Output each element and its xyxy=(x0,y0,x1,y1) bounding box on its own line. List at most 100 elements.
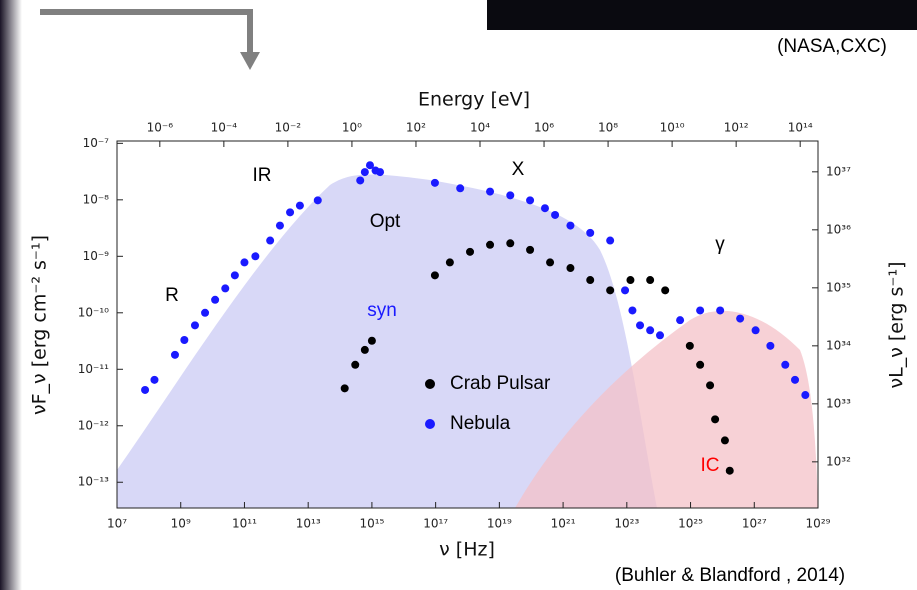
top-tick-label: 10⁻² xyxy=(275,121,302,135)
background-edge xyxy=(0,0,22,590)
data-point xyxy=(486,187,495,196)
right-tick-label: 10³³ xyxy=(826,396,851,410)
data-point xyxy=(696,360,705,369)
top-tick-label: 10⁰ xyxy=(342,121,362,135)
data-point xyxy=(656,331,665,340)
top-tick-label: 10⁻⁴ xyxy=(211,121,238,135)
x-tick-label: 10¹¹ xyxy=(232,517,257,531)
y-tick-label: 10⁻⁸ xyxy=(83,192,110,206)
data-point xyxy=(526,245,535,254)
data-point xyxy=(606,236,615,245)
data-point xyxy=(356,176,365,185)
right-tick-label: 10³² xyxy=(826,454,851,468)
data-point xyxy=(251,252,260,261)
top-tick-label: 10¹⁴ xyxy=(788,121,813,135)
annotation: γ xyxy=(715,234,725,255)
top-tick-label: 10¹² xyxy=(724,121,749,135)
data-point xyxy=(720,436,729,445)
data-point xyxy=(240,258,249,267)
top-tick-label: 10⁻⁶ xyxy=(147,121,174,135)
x-tick-label: 10¹⁵ xyxy=(359,517,384,531)
data-point xyxy=(628,306,637,315)
data-point xyxy=(706,381,715,390)
x-tick-label: 10¹⁹ xyxy=(487,517,512,531)
data-point xyxy=(646,326,655,335)
y-tick-label: 10⁻⁷ xyxy=(83,136,110,150)
data-point xyxy=(526,196,535,205)
nebula-image xyxy=(487,0,917,30)
data-point xyxy=(201,308,210,317)
y-tick-label: 10⁻¹² xyxy=(78,418,109,432)
data-point xyxy=(736,314,745,323)
data-point xyxy=(751,326,760,335)
annotation: IR xyxy=(253,165,272,186)
top-axis-label: Energy [eV] xyxy=(418,89,530,111)
data-point xyxy=(725,466,734,475)
data-point xyxy=(266,236,275,245)
x-tick-label: 10²⁷ xyxy=(742,517,767,531)
right-tick-label: 10³⁵ xyxy=(826,280,851,294)
data-point xyxy=(621,286,630,295)
top-tick-label: 10⁶ xyxy=(534,121,554,135)
data-point xyxy=(566,264,575,273)
x-tick-label: 10⁹ xyxy=(171,517,191,531)
data-point xyxy=(430,271,439,280)
x-tick-label: 10²³ xyxy=(614,517,639,531)
data-point xyxy=(766,341,775,350)
x-tick-label: 10²⁵ xyxy=(678,517,703,531)
credit: (Buhler & Blandford , 2014) xyxy=(615,565,845,586)
data-point xyxy=(661,286,670,295)
x-tick-label: 10²¹ xyxy=(551,517,576,531)
data-point xyxy=(636,321,645,330)
arrow-head xyxy=(240,52,260,70)
data-point xyxy=(540,204,549,213)
data-point xyxy=(141,385,150,394)
data-point xyxy=(606,286,615,295)
data-point xyxy=(190,321,199,330)
data-point xyxy=(376,168,385,177)
data-point xyxy=(506,191,515,200)
y-tick-label: 10⁻¹¹ xyxy=(78,362,109,376)
y-tick-label: 10⁻¹³ xyxy=(78,475,109,489)
data-point xyxy=(506,239,515,248)
data-point xyxy=(360,345,369,354)
data-point xyxy=(646,276,655,285)
data-point xyxy=(711,415,720,424)
data-point xyxy=(360,168,369,177)
data-point xyxy=(211,295,220,304)
right-tick-label: 10³⁴ xyxy=(826,338,851,352)
plot-frame xyxy=(116,140,819,509)
data-point xyxy=(486,240,495,249)
data-point xyxy=(791,375,800,384)
right-axis-label: νL_ν [erg s⁻¹] xyxy=(886,262,908,389)
credit: (NASA,CXC) xyxy=(777,36,887,57)
x-tick-label: 10¹³ xyxy=(296,517,321,531)
legend-label: Crab Pulsar xyxy=(450,373,551,394)
data-point xyxy=(275,221,284,230)
x-tick-label: 10²⁹ xyxy=(806,517,831,531)
data-point xyxy=(313,196,322,205)
data-point xyxy=(365,161,374,170)
data-point xyxy=(170,350,179,359)
data-point xyxy=(351,360,360,369)
data-point xyxy=(566,221,575,230)
data-point xyxy=(340,384,349,393)
y-tick-label: 10⁻¹⁰ xyxy=(78,305,109,319)
data-point xyxy=(150,375,159,384)
data-point xyxy=(685,341,694,350)
data-point xyxy=(781,360,790,369)
x-tick-label: 10⁷ xyxy=(107,517,127,531)
data-point xyxy=(626,276,635,285)
data-point xyxy=(221,284,230,293)
data-point xyxy=(230,271,239,280)
right-tick-label: 10³⁶ xyxy=(826,222,851,236)
inverse-compton-model xyxy=(515,310,818,508)
data-point xyxy=(367,336,376,345)
data-point xyxy=(551,210,560,219)
data-point xyxy=(801,391,810,400)
data-point xyxy=(456,184,465,193)
legend-marker xyxy=(425,379,435,389)
top-tick-label: 10⁴ xyxy=(470,121,490,135)
data-point xyxy=(295,201,304,210)
data-point xyxy=(180,335,189,344)
